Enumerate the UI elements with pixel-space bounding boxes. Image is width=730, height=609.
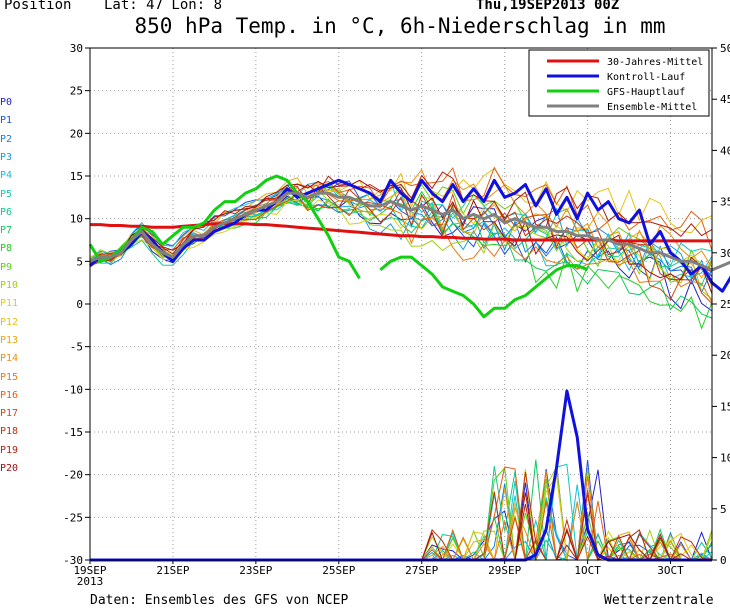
member-precip-line — [90, 502, 712, 562]
lat-lon: Lat: 47 Lon: 8 — [104, 0, 223, 13]
y-left-tick-label: 25 — [70, 85, 83, 98]
plot-frame — [89, 47, 713, 561]
member-label: P6 — [0, 206, 13, 218]
y-left-tick-label: -25 — [63, 511, 83, 524]
y-right-tick-label: 50 — [720, 42, 730, 55]
y-left-tick-label: -5 — [70, 341, 83, 354]
member-label: P9 — [0, 261, 13, 273]
run-time: Thu,19SEP2013 00Z — [476, 0, 620, 13]
member-temp-line — [89, 195, 713, 312]
x-tick-label: 25SEP — [322, 564, 355, 577]
y-right-tick-label: 40 — [720, 144, 730, 157]
member-label: P5 — [0, 188, 13, 200]
legend-label: GFS-Hauptlauf — [607, 87, 685, 98]
member-precip-line — [90, 488, 712, 562]
member-label: P2 — [0, 133, 13, 145]
chart-title: 850 hPa Temp. in °C, 6h-Niederschlag in … — [134, 14, 666, 38]
x-tick-label: 1OCT — [574, 564, 601, 577]
member-label: P1 — [0, 115, 13, 127]
member-precip-line — [90, 492, 712, 561]
member-label: P19 — [0, 444, 19, 456]
x-tick-label: 29SEP — [488, 564, 521, 577]
x-tick-label: 23SEP — [239, 564, 272, 577]
legend-label: Kontroll-Lauf — [607, 72, 685, 83]
x-tick-label: 3OCT — [657, 564, 684, 577]
x-tick-sublabel: 2013 — [77, 575, 104, 588]
y-left-tick-label: -10 — [63, 383, 83, 396]
y-right-tick-label: 0 — [720, 554, 727, 567]
member-label: P11 — [0, 298, 19, 310]
member-temp-line — [89, 168, 713, 268]
y-left-tick-label: 15 — [70, 170, 83, 183]
y-right-tick-label: 30 — [720, 247, 730, 260]
y-right-tick-label: 10 — [720, 452, 730, 465]
y-left-tick-label: 30 — [70, 42, 83, 55]
y-left-tick-label: 0 — [76, 298, 83, 311]
position-label: Position — [4, 0, 72, 13]
member-label: P18 — [0, 426, 19, 438]
legend-label: 30-Jahres-Mittel — [607, 57, 703, 68]
y-right-tick-label: 25 — [720, 298, 730, 311]
member-precip-line — [90, 489, 712, 562]
member-precip-line — [90, 470, 712, 561]
y-left-tick-label: 20 — [70, 127, 83, 140]
member-label: P15 — [0, 371, 19, 383]
member-label: P14 — [0, 353, 19, 365]
member-label: P13 — [0, 334, 19, 346]
member-label: P10 — [0, 280, 19, 291]
x-tick-label: 27SEP — [405, 564, 438, 577]
y-right-tick-label: 20 — [720, 349, 730, 362]
y-right-tick-label: 35 — [720, 196, 730, 209]
y-left-tick-label: 5 — [76, 255, 83, 268]
y-right-tick-label: 15 — [720, 400, 730, 413]
series-line-kontroll-lauf — [89, 178, 730, 293]
y-left-tick-label: -20 — [63, 469, 83, 482]
member-label: P3 — [0, 151, 13, 163]
member-temp-line — [89, 167, 713, 260]
series-line-ensemble-mittel — [89, 191, 730, 272]
y-right-tick-label: 5 — [720, 503, 727, 516]
member-label: P17 — [0, 408, 19, 420]
y-left-tick-label: -30 — [63, 554, 83, 567]
member-label: P4 — [0, 170, 13, 182]
legend-label: Ensemble-Mittel — [607, 102, 697, 113]
x-tick-label: 21SEP — [156, 564, 189, 577]
footer-source: Daten: Ensembles des GFS von NCEP — [90, 593, 349, 608]
footer-credit: Wetterzentrale — [604, 593, 714, 608]
member-precip-line — [90, 472, 713, 561]
member-label: P16 — [0, 389, 19, 401]
y-right-tick-label: 45 — [720, 93, 730, 106]
member-label: P7 — [0, 225, 13, 237]
member-label: P20 — [0, 463, 19, 474]
member-label: P12 — [0, 316, 19, 328]
member-precip-line — [90, 503, 712, 562]
x-tick-label: 19SEP — [73, 564, 106, 577]
member-label: P0 — [0, 97, 13, 108]
member-label: P8 — [0, 243, 13, 255]
y-left-tick-label: 10 — [70, 213, 83, 226]
y-left-tick-label: -15 — [63, 426, 83, 439]
series-line-gfs-hauptlauf — [379, 255, 589, 319]
